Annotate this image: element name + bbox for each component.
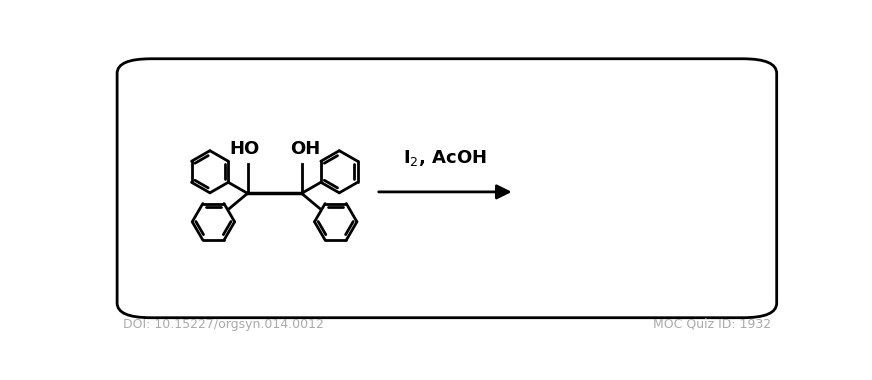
Text: I$_2$, AcOH: I$_2$, AcOH bbox=[404, 149, 487, 168]
Text: DOI: 10.15227/orgsyn.014.0012: DOI: 10.15227/orgsyn.014.0012 bbox=[122, 318, 324, 331]
Text: OH: OH bbox=[290, 140, 320, 158]
FancyBboxPatch shape bbox=[117, 59, 777, 318]
Text: MOC Quiz ID: 1932: MOC Quiz ID: 1932 bbox=[653, 318, 771, 331]
Text: HO: HO bbox=[229, 140, 259, 158]
